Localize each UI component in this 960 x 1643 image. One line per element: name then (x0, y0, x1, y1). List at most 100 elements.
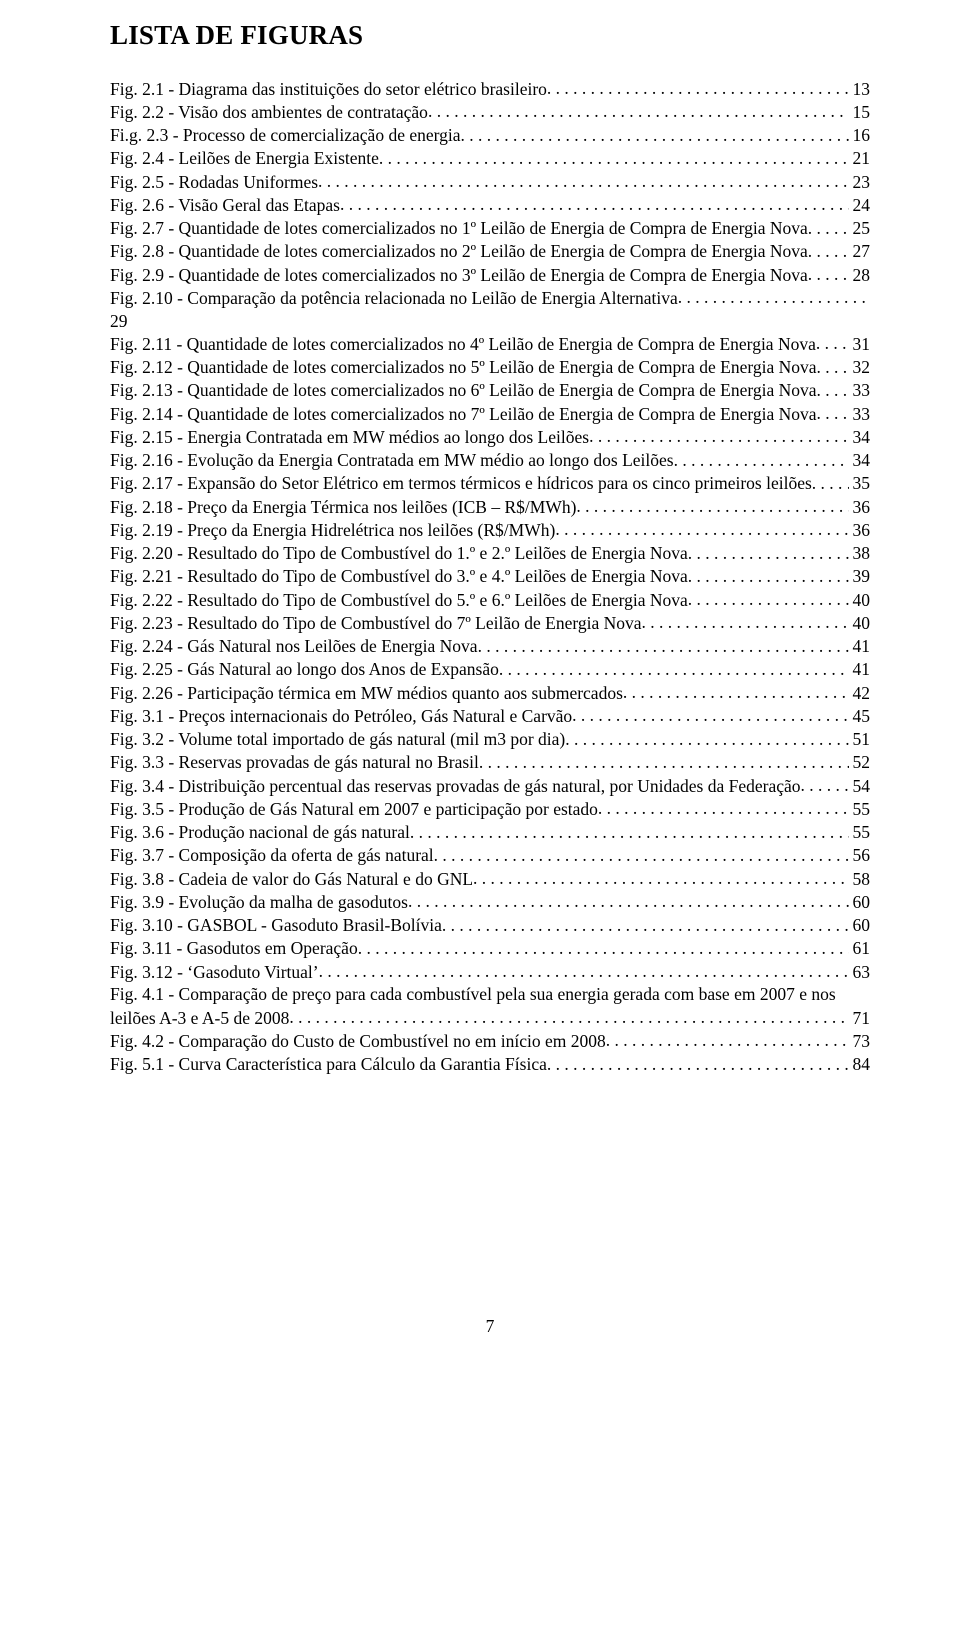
figure-label: Fig. 3.5 - Produção de Gás Natural em 20… (110, 798, 598, 821)
figure-label: Fig. 2.6 - Visão Geral das Etapas (110, 194, 340, 217)
leader-dots (808, 217, 849, 235)
figure-page-number: 41 (849, 658, 871, 681)
figure-label: Fig. 2.24 - Gás Natural nos Leilões de E… (110, 635, 478, 658)
figure-label: Fi.g. 2.3 - Processo de comercialização … (110, 124, 461, 147)
figure-entry: Fig. 5.1 - Curva Característica para Cál… (110, 1053, 870, 1076)
leader-dots (808, 240, 849, 258)
page-title: LISTA DE FIGURAS (110, 20, 870, 51)
figure-page-number: 41 (849, 635, 871, 658)
figure-page-number: 38 (849, 542, 871, 565)
figure-page-number: 60 (849, 914, 871, 937)
figure-page-number: 24 (849, 194, 871, 217)
figure-entry: Fig. 2.12 - Quantidade de lotes comercia… (110, 356, 870, 379)
figure-label: Fig. 2.1 - Diagrama das instituições do … (110, 78, 547, 101)
figure-label: Fig. 3.7 - Composição da oferta de gás n… (110, 844, 434, 867)
figure-page-number: 45 (849, 705, 871, 728)
figure-entry: Fig. 2.20 - Resultado do Tipo de Combust… (110, 542, 870, 565)
figure-entry: Fig. 2.15 - Energia Contratada em MW méd… (110, 425, 870, 448)
leader-dots (318, 170, 848, 188)
figure-entry: Fig. 2.8 - Quantidade de lotes comercial… (110, 240, 870, 263)
leader-dots (358, 937, 849, 955)
figure-label: Fig. 3.2 - Volume total importado de gás… (110, 728, 565, 751)
figure-label: Fig. 2.10 - Comparação da potência relac… (110, 287, 678, 310)
figure-page-number: 39 (849, 565, 871, 588)
figure-page-number: 58 (849, 868, 871, 891)
figure-label: Fig. 2.25 - Gás Natural ao longo dos Ano… (110, 658, 499, 681)
leader-dots (473, 867, 848, 885)
leader-dots (688, 565, 849, 583)
figure-page-number: 33 (849, 379, 871, 402)
figure-label: Fig. 3.4 - Distribuição percentual das r… (110, 775, 801, 798)
leader-dots (555, 518, 848, 536)
figure-page-number: 36 (849, 519, 871, 542)
figure-label: Fig. 2.19 - Preço da Energia Hidrelétric… (110, 519, 555, 542)
leader-dots (434, 844, 849, 862)
figure-label: Fig. 2.15 - Energia Contratada em MW méd… (110, 426, 589, 449)
figure-page-number: 54 (849, 775, 871, 798)
figure-label: Fig. 2.21 - Resultado do Tipo de Combust… (110, 565, 688, 588)
figure-label: Fig. 2.16 - Evolução da Energia Contrata… (110, 449, 674, 472)
leader-dots (408, 890, 849, 908)
figure-page-number: 84 (849, 1053, 871, 1076)
figure-entry: Fig. 3.2 - Volume total importado de gás… (110, 728, 870, 751)
leader-dots (461, 124, 849, 142)
figure-label: Fig. 2.14 - Quantidade de lotes comercia… (110, 403, 817, 426)
figure-page-number: 28 (849, 264, 871, 287)
figure-label: Fig. 2.8 - Quantidade de lotes comercial… (110, 240, 808, 263)
figure-page-number: 27 (849, 240, 871, 263)
figure-entry-continuation: 29 (110, 310, 870, 333)
figure-entry: Fig. 2.23 - Resultado do Tipo de Combust… (110, 611, 870, 634)
figure-label: Fig. 2.5 - Rodadas Uniformes (110, 171, 318, 194)
figure-entry: Fig. 2.1 - Diagrama das instituições do … (110, 77, 870, 100)
figure-label: Fig. 2.13 - Quantidade de lotes comercia… (110, 379, 817, 402)
figure-entry: Fig. 2.18 - Preço da Energia Térmica nos… (110, 495, 870, 518)
figure-label: Fig. 3.11 - Gasodutos em Operação (110, 937, 358, 960)
leader-dots (340, 193, 849, 211)
figure-label: Fig. 2.17 - Expansão do Setor Elétrico e… (110, 472, 812, 495)
figure-entry: Fig. 2.25 - Gás Natural ao longo dos Ano… (110, 658, 870, 681)
leader-dots (598, 797, 849, 815)
figure-page-number: 73 (849, 1030, 871, 1053)
figure-entry: Fig. 2.5 - Rodadas Uniformes 23 (110, 170, 870, 193)
figure-label: Fig. 3.1 - Preços internacionais do Petr… (110, 705, 572, 728)
figure-page-number: 60 (849, 891, 871, 914)
figure-label: Fig. 3.12 - ‘Gasoduto Virtual’ (110, 961, 319, 984)
figure-label: Fig. 2.12 - Quantidade de lotes comercia… (110, 356, 817, 379)
figure-entry: Fig. 3.5 - Produção de Gás Natural em 20… (110, 797, 870, 820)
figure-label: Fig. 2.9 - Quantidade de lotes comercial… (110, 264, 808, 287)
leader-dots (410, 821, 849, 839)
figure-entry: Fig. 3.12 - ‘Gasoduto Virtual’ 63 (110, 960, 870, 983)
figure-page-number: 35 (849, 472, 871, 495)
figure-page-number: 32 (849, 356, 871, 379)
figure-page-number: 63 (849, 961, 871, 984)
figure-entry: Fig. 2.4 - Leilões de Energia Existente2… (110, 147, 870, 170)
figure-label: Fig. 2.26 - Participação térmica em MW m… (110, 682, 623, 705)
figure-entry-continuation: leilões A-3 e A-5 de 200871 (110, 1006, 870, 1029)
figure-label: Fig. 2.4 - Leilões de Energia Existente (110, 147, 379, 170)
leader-dots (688, 542, 849, 560)
leader-dots (678, 286, 870, 304)
figure-page-number: 34 (849, 449, 871, 472)
figure-page-number: 40 (849, 589, 871, 612)
leader-dots (816, 332, 849, 350)
leader-dots (478, 635, 849, 653)
figure-label: Fig. 5.1 - Curva Característica para Cál… (110, 1053, 547, 1076)
figure-entry: Fig. 2.17 - Expansão do Setor Elétrico e… (110, 472, 870, 495)
figure-page-number: 55 (849, 821, 871, 844)
figure-label: Fig. 3.6 - Produção nacional de gás natu… (110, 821, 410, 844)
figure-entry: Fig. 2.19 - Preço da Energia Hidrelétric… (110, 518, 870, 541)
leader-dots (319, 960, 849, 978)
figure-entry: Fig. 2.10 - Comparação da potência relac… (110, 286, 870, 309)
figure-label: Fig. 2.23 - Resultado do Tipo de Combust… (110, 612, 642, 635)
figure-entry: Fig. 3.7 - Composição da oferta de gás n… (110, 844, 870, 867)
figure-page-number: 16 (849, 124, 871, 147)
figure-label: Fig. 2.7 - Quantidade de lotes comercial… (110, 217, 808, 240)
leader-dots (576, 495, 848, 513)
figure-label: Fig. 3.8 - Cadeia de valor do Gás Natura… (110, 868, 473, 891)
leader-dots (565, 728, 848, 746)
figure-label: Fig. 4.2 - Comparação do Custo de Combus… (110, 1030, 606, 1053)
figure-entry: Fig. 2.22 - Resultado do Tipo de Combust… (110, 588, 870, 611)
figure-page-number: 51 (849, 728, 871, 751)
figure-entry: Fig. 2.2 - Visão dos ambientes de contra… (110, 100, 870, 123)
figure-entry: Fig. 2.11 - Quantidade de lotes comercia… (110, 332, 870, 355)
